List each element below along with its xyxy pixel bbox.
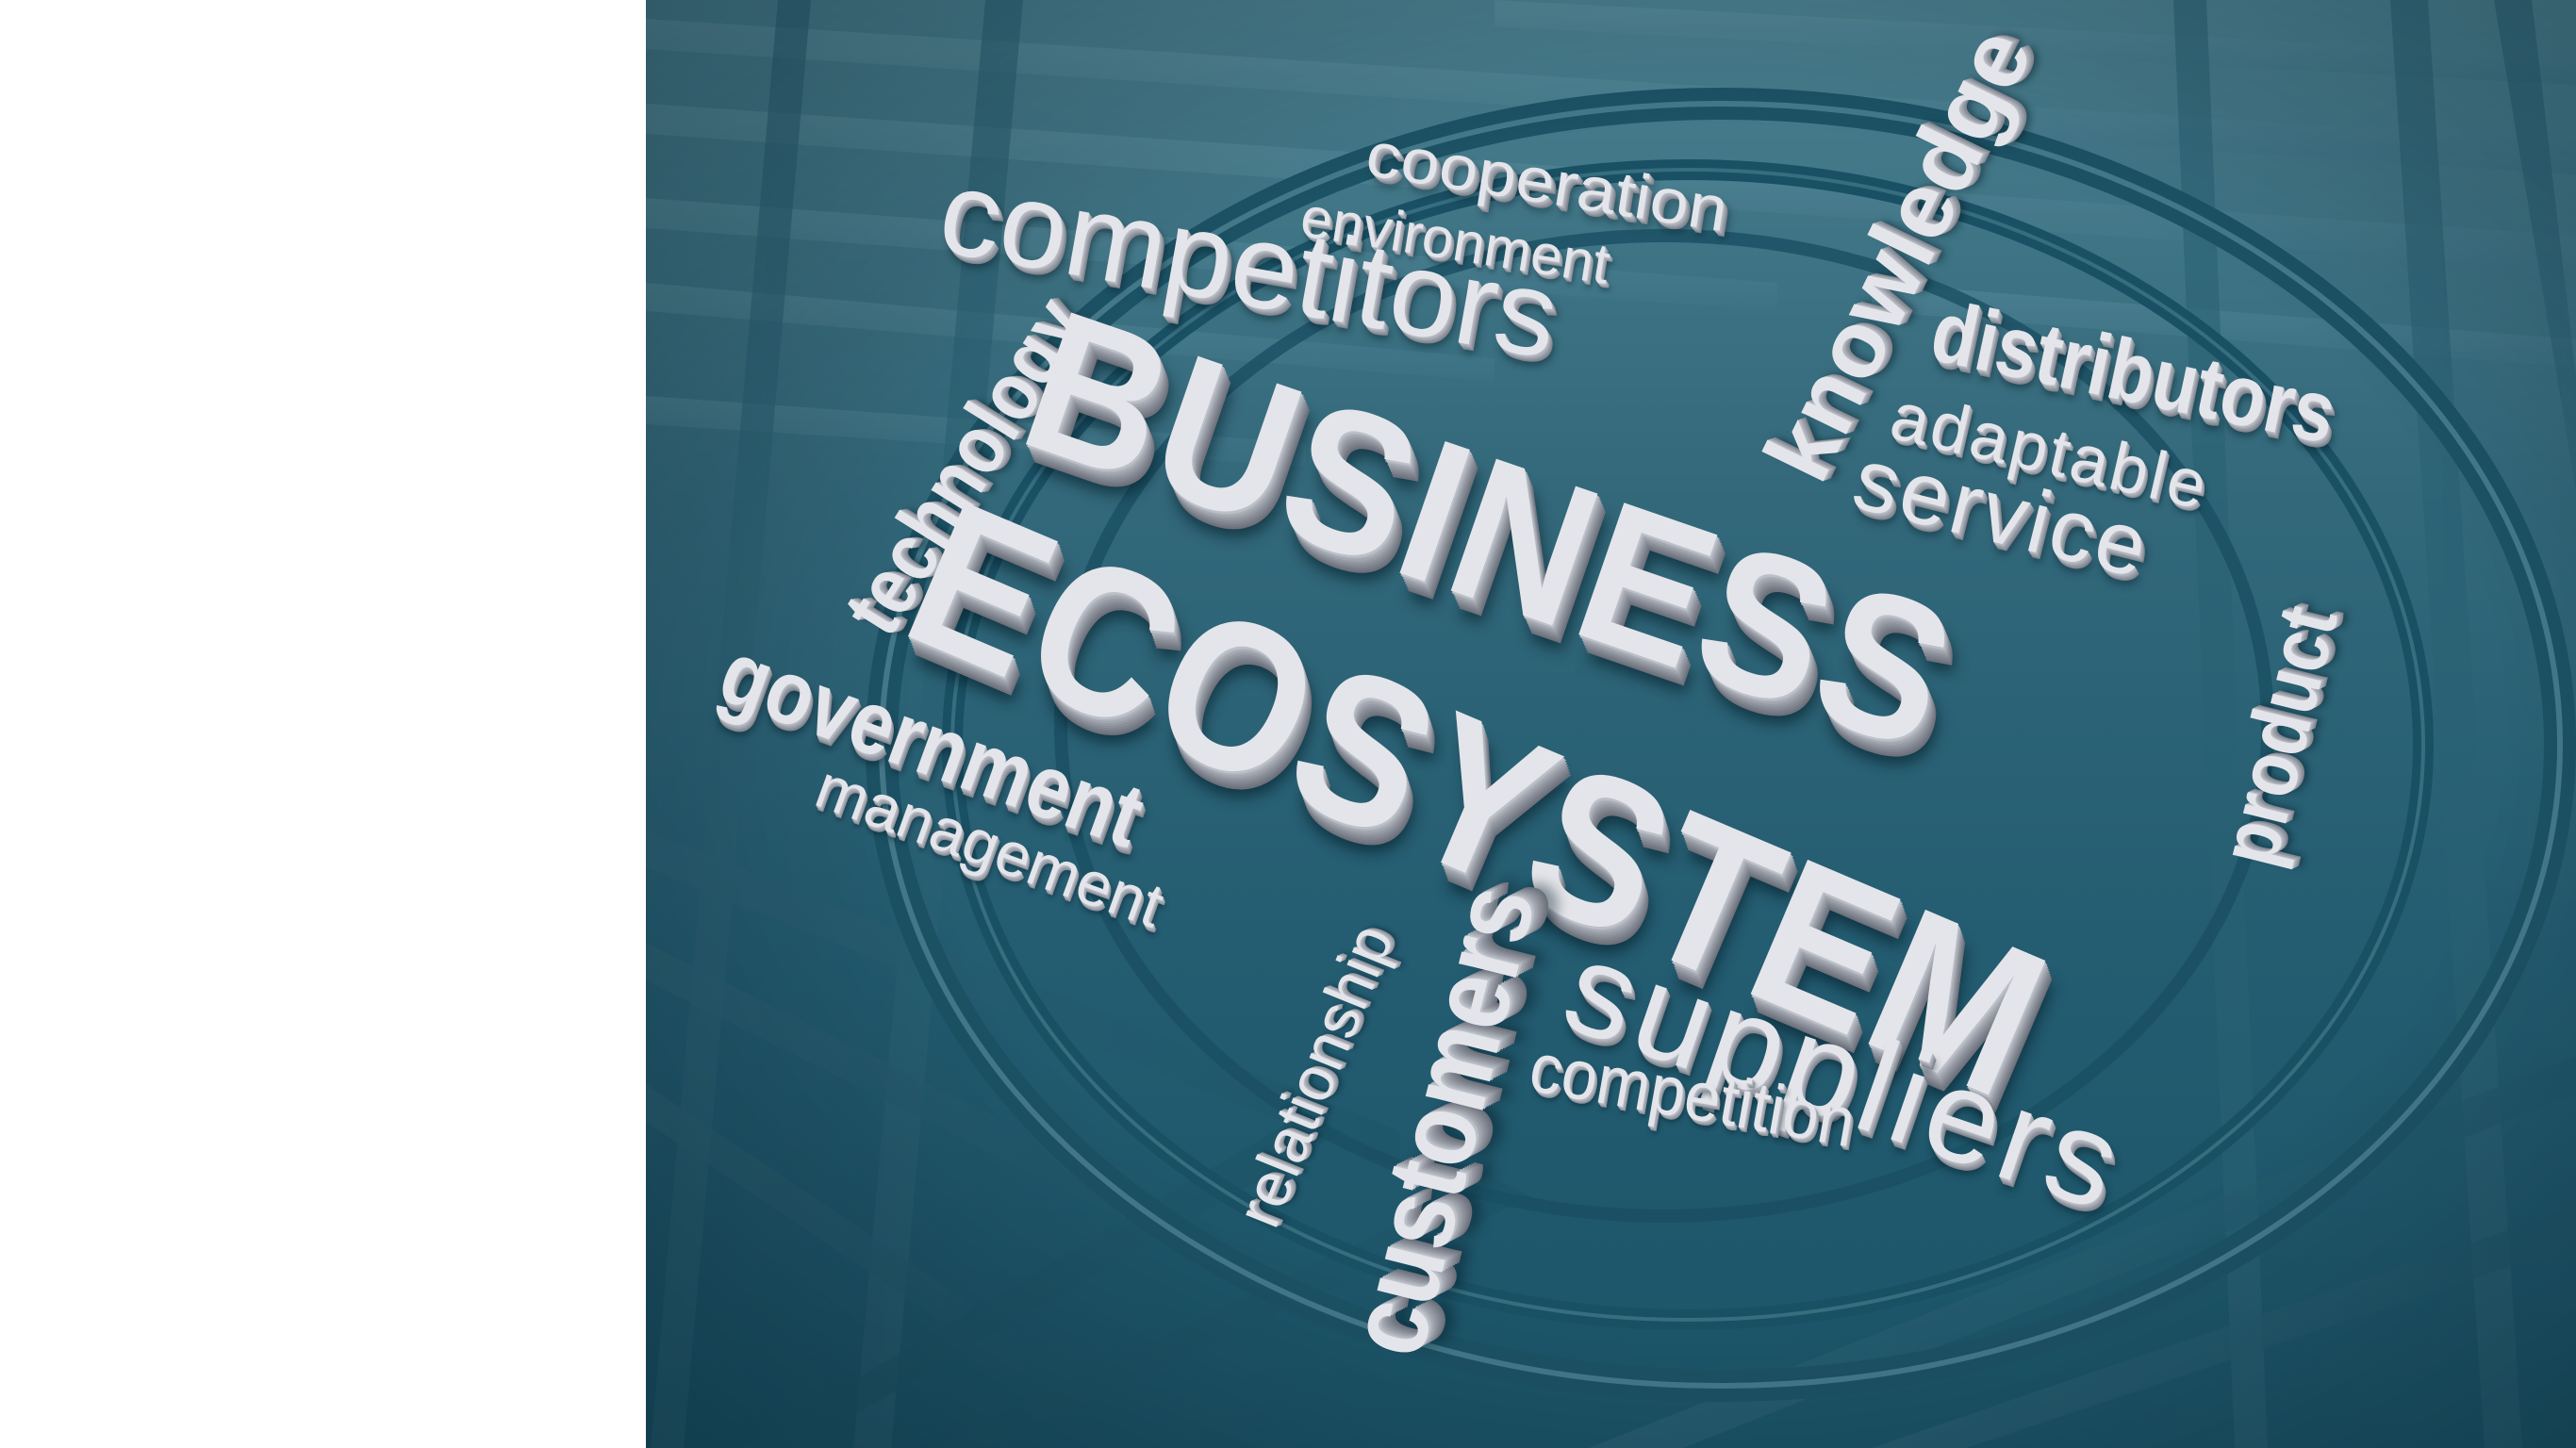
business-ecosystem-image: cooperation environment competitors know… — [646, 0, 2576, 1448]
woven-strips-background — [646, 0, 2576, 1448]
